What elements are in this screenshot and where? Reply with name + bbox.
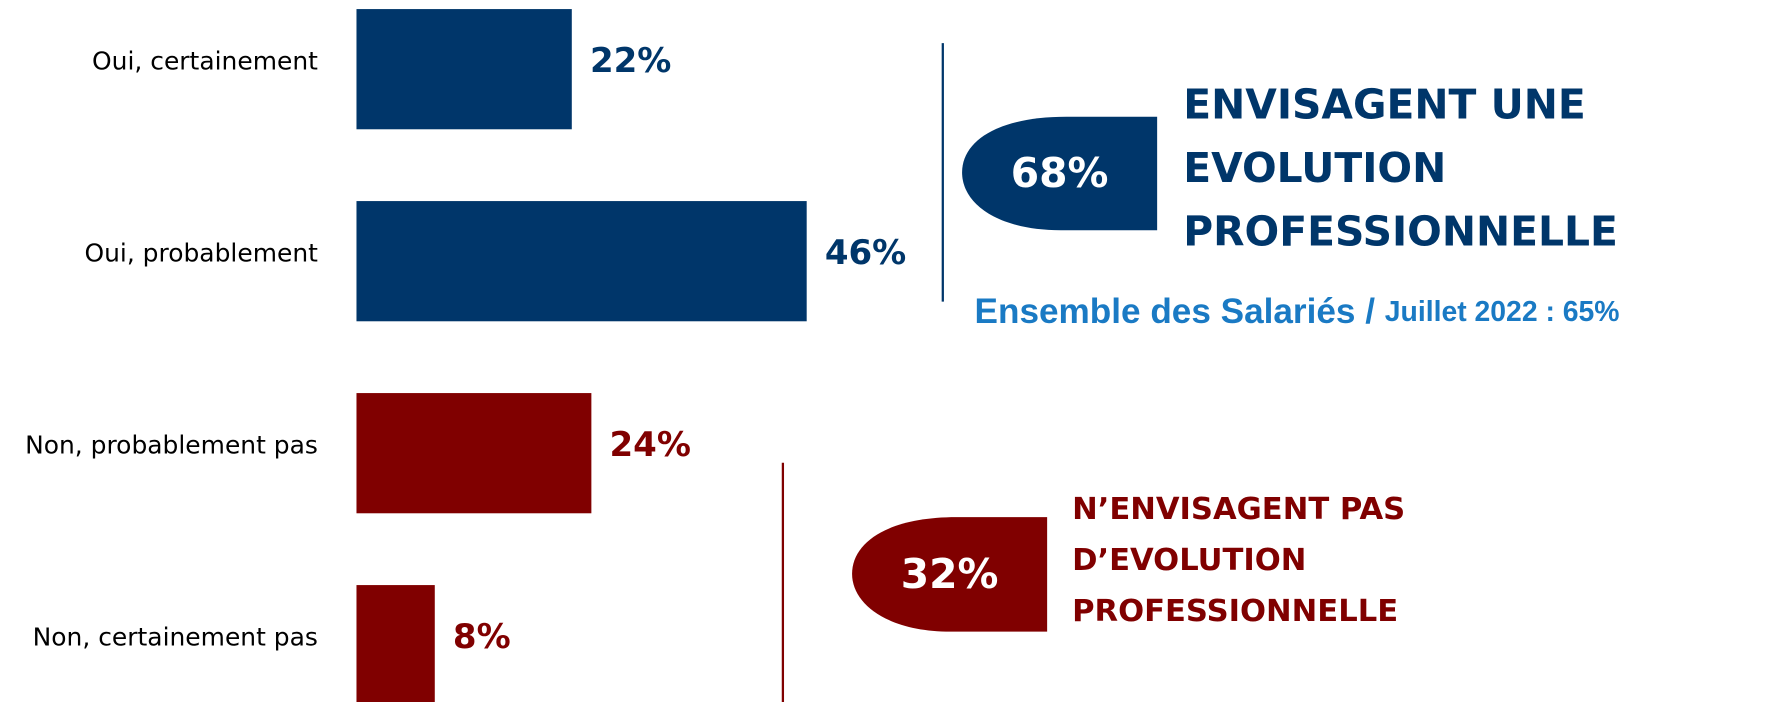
annotation-line: N’ENVISAGENT PAS <box>1072 492 1405 527</box>
bar <box>356 201 807 322</box>
bar <box>356 393 592 514</box>
badge <box>962 116 1158 231</box>
annotation-line: PROFESSIONNELLE <box>1183 208 1618 256</box>
annotation-line: EVOLUTION <box>1183 144 1446 192</box>
value-label: 24% <box>610 425 691 465</box>
note: Ensemble des Salariés / Juillet 2022 : 6… <box>975 292 1620 331</box>
badge-value: 32% <box>901 550 999 598</box>
badge <box>852 517 1048 632</box>
category-label: Non, probablement pas <box>25 430 318 459</box>
note-part: Juillet 2022 : 65% <box>1385 297 1620 329</box>
annotation-line: D’EVOLUTION <box>1072 543 1306 578</box>
bar <box>356 585 435 702</box>
category-label: Non, certainement pas <box>33 622 318 651</box>
bar <box>356 9 572 130</box>
value-label: 22% <box>590 41 671 81</box>
value-label: 8% <box>453 617 511 657</box>
annotation-line: PROFESSIONNELLE <box>1072 594 1398 629</box>
category-label: Oui, certainement <box>92 46 318 75</box>
annotation-line: ENVISAGENT UNE <box>1183 81 1586 129</box>
value-label: 46% <box>825 233 906 273</box>
category-label: Oui, probablement <box>84 238 318 267</box>
note-part: Ensemble des Salariés / <box>975 292 1385 331</box>
badge-value: 68% <box>1011 149 1109 197</box>
